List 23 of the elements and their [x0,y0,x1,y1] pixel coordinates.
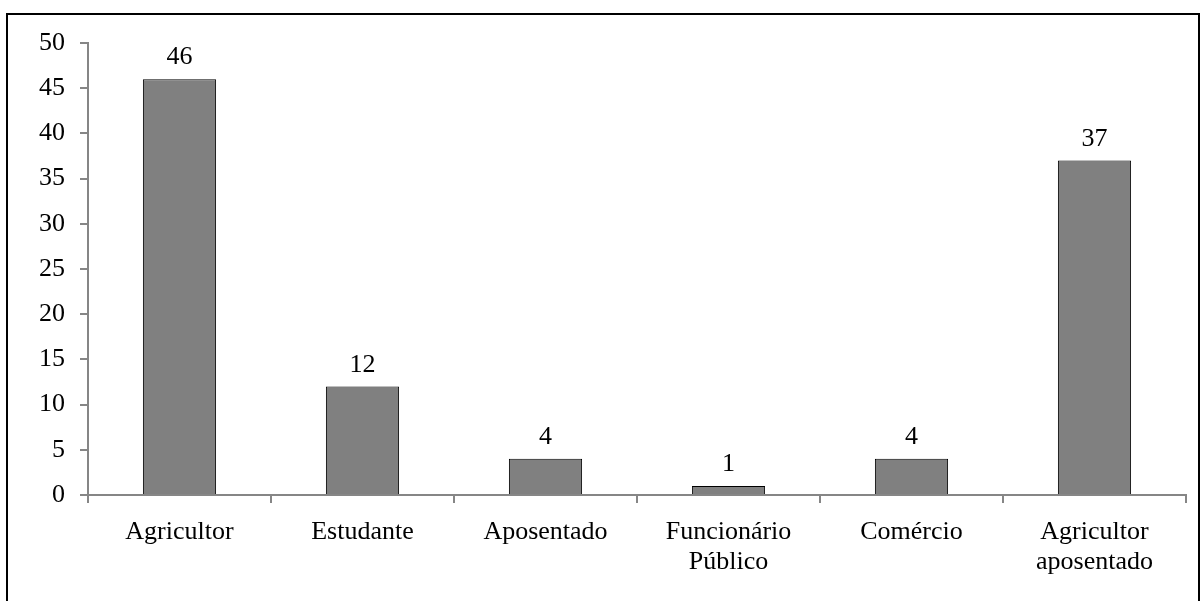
y-tick-label: 15 [39,343,65,373]
y-tick-label: 45 [39,72,65,102]
y-tick-label: 10 [39,388,65,418]
y-tick-label: 40 [39,117,65,147]
data-label: 1 [722,447,735,477]
x-tick-label: Funcionário Público [665,515,792,575]
data-label: 4 [539,420,552,450]
data-label: 46 [166,41,193,71]
x-tick-label: Aposentado [483,515,608,545]
y-tick-label: 30 [39,207,65,237]
y-tick-label: 5 [52,433,65,463]
y-tick-label: 25 [39,252,65,282]
y-tick-label: 50 [39,26,65,56]
x-tick-label: Agricultor [125,515,234,545]
y-tick-label: 35 [39,162,65,192]
x-tick-label: Comércio [860,515,963,545]
data-label: 37 [1081,122,1108,152]
y-tick-label: 0 [52,478,65,508]
x-tick-label: Agricultor aposentado [1036,515,1153,575]
data-label: 12 [349,348,376,378]
y-tick-label: 20 [39,298,65,328]
data-label: 4 [905,420,918,450]
x-tick-label: Estudante [311,515,414,545]
